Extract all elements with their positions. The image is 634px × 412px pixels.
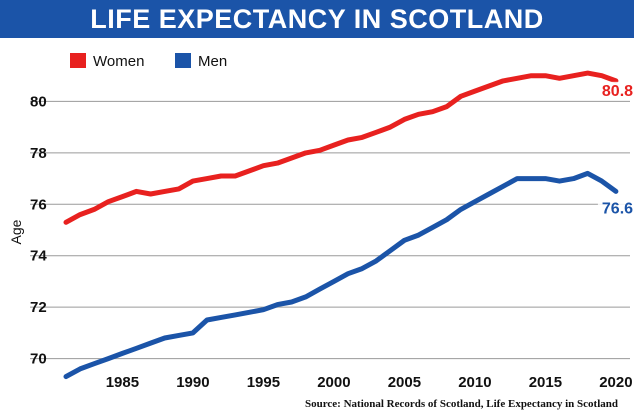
x-tick-label-2010: 2010 bbox=[458, 374, 491, 391]
y-axis-label: Age bbox=[8, 219, 24, 244]
y-tick-label-80: 80 bbox=[30, 93, 47, 110]
title-bar: LIFE EXPECTANCY IN SCOTLAND bbox=[0, 0, 634, 38]
legend-label-men: Men bbox=[198, 53, 227, 70]
series-line-women bbox=[63, 70, 619, 225]
x-tick-label-1995: 1995 bbox=[247, 374, 280, 391]
y-tick-label-78: 78 bbox=[30, 145, 47, 162]
end-label-bg-men bbox=[597, 199, 634, 218]
y-tick-label-72: 72 bbox=[30, 299, 47, 316]
y-tick-label-70: 70 bbox=[30, 351, 47, 368]
life-expectancy-chart: 70 72 74 76 78 80 1985 1990 1995 2000 2005 2010 2015… bbox=[8, 53, 634, 410]
y-tick-label-74: 74 bbox=[30, 248, 47, 265]
end-label-men: 76.6 bbox=[602, 200, 633, 217]
legend-swatch-men bbox=[175, 53, 191, 68]
x-tick-label-1990: 1990 bbox=[176, 374, 209, 391]
y-tick-label-76: 76 bbox=[30, 196, 47, 213]
chart-title: LIFE EXPECTANCY IN SCOTLAND bbox=[90, 3, 544, 34]
x-tick-label-2005: 2005 bbox=[388, 374, 421, 391]
legend-swatch-women bbox=[70, 53, 86, 68]
x-tick-label-2015: 2015 bbox=[529, 374, 562, 391]
end-label-bg-women bbox=[597, 81, 634, 100]
x-tick-label-2020: 2020 bbox=[599, 374, 632, 391]
series-line-men bbox=[63, 170, 619, 380]
x-tick-label-2000: 2000 bbox=[317, 374, 350, 391]
end-label-women: 80.8 bbox=[602, 83, 633, 100]
x-tick-label-1985: 1985 bbox=[106, 374, 139, 391]
source-note: Source: National Records of Scotland, Li… bbox=[305, 398, 618, 410]
legend-label-women: Women bbox=[93, 53, 144, 70]
